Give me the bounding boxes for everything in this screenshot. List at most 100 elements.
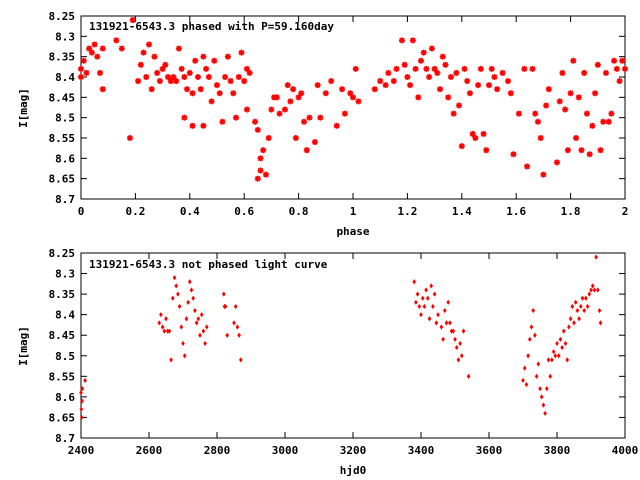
data-point (265, 135, 272, 141)
y-tick-label: 8.65 (49, 173, 76, 186)
data-point (227, 78, 234, 85)
unphased-x-axis-label: hjd0 (340, 464, 367, 477)
data-point (531, 307, 536, 314)
data-point (398, 37, 405, 44)
data-point (570, 57, 577, 64)
data-point (352, 65, 359, 72)
data-point (157, 320, 162, 326)
data-point (235, 324, 240, 330)
y-tick-label: 8.3 (55, 30, 75, 43)
data-point (80, 386, 85, 392)
data-point (99, 86, 106, 93)
data-point (401, 61, 408, 68)
data-point (178, 65, 185, 72)
data-point (461, 65, 468, 72)
data-point (533, 332, 537, 338)
data-point (553, 353, 558, 359)
data-point (78, 74, 84, 80)
x-tick-label: 2600 (136, 444, 163, 457)
data-point (276, 110, 283, 117)
data-point (254, 175, 261, 182)
data-point (439, 53, 446, 60)
data-point (429, 283, 434, 289)
data-point (589, 122, 596, 129)
data-point (260, 147, 267, 154)
data-point (565, 357, 570, 363)
x-tick-label: 2 (622, 205, 629, 218)
data-point (393, 65, 400, 72)
data-point (99, 45, 106, 52)
data-point (564, 147, 571, 154)
data-point (298, 90, 305, 97)
x-tick-label: 1.6 (506, 205, 526, 218)
data-point (165, 74, 172, 80)
data-point (233, 114, 240, 121)
data-point (572, 320, 576, 326)
data-point (567, 90, 574, 97)
data-point (442, 61, 449, 68)
data-point (434, 69, 441, 76)
data-point (129, 17, 136, 24)
x-tick-label: 1 (350, 205, 357, 218)
data-point (442, 307, 447, 314)
data-point (126, 135, 133, 141)
data-point (79, 414, 84, 421)
data-point (477, 65, 484, 72)
data-point (200, 122, 207, 129)
data-point (174, 283, 179, 289)
data-point (521, 377, 525, 384)
data-point (608, 110, 615, 117)
data-point (91, 41, 98, 48)
data-point (420, 295, 425, 301)
data-point (461, 328, 466, 334)
unphased-plot-frame (80, 252, 626, 439)
data-point (466, 373, 471, 379)
data-point (534, 373, 539, 379)
data-point (611, 57, 618, 64)
data-point (181, 114, 188, 121)
x-tick-label: 3400 (408, 444, 435, 457)
data-point (464, 78, 471, 85)
data-point (225, 332, 230, 338)
data-point (562, 106, 569, 113)
y-tick-label: 8.7 (55, 432, 75, 445)
data-point (415, 291, 420, 297)
data-point (154, 69, 161, 76)
x-tick-label: 1.4 (452, 205, 472, 218)
data-point (450, 110, 457, 117)
data-point (262, 171, 269, 178)
data-point (184, 316, 189, 322)
phased-data-points (78, 17, 628, 182)
data-point (216, 90, 223, 97)
x-tick-label: 1.8 (561, 205, 581, 218)
data-point (355, 98, 362, 105)
data-point (537, 135, 544, 141)
data-point (472, 135, 479, 141)
data-point (170, 74, 177, 80)
unphased-light-curve-panel: 131921-6543.3 not phased light curve hjd… (17, 247, 638, 477)
data-point (499, 69, 506, 76)
unphased-chart-title: 131921-6543.3 not phased light curve (89, 258, 328, 271)
data-point (182, 353, 187, 359)
y-tick-label: 8.4 (55, 309, 75, 322)
data-point (521, 65, 528, 72)
unphased-axes-ticks: 2400 2600 2800 3000 3200 3400 3600 3800 4000 8.25… (49, 247, 639, 457)
data-point (194, 74, 201, 80)
data-point (176, 291, 180, 297)
data-point (187, 279, 192, 285)
data-point (137, 61, 144, 68)
data-point (551, 349, 556, 355)
data-point (560, 344, 564, 351)
data-point (203, 65, 210, 72)
data-point (423, 65, 430, 72)
phased-light-curve-panel: 131921-6543.3 phased with P=59.160day ph… (17, 10, 628, 238)
data-point (203, 340, 207, 347)
x-tick-label: 3000 (272, 444, 299, 457)
data-point (556, 98, 563, 105)
data-point (568, 316, 573, 322)
data-point (167, 328, 172, 334)
data-point (622, 65, 628, 72)
data-point (561, 328, 566, 334)
data-point (186, 299, 190, 305)
data-point (254, 126, 261, 133)
